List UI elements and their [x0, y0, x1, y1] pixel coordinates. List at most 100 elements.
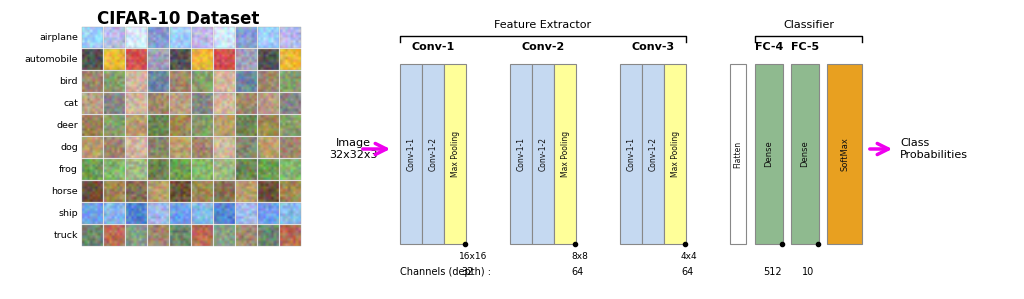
Text: Dense: Dense	[765, 141, 773, 167]
Bar	[104, 203, 125, 224]
Text: 64: 64	[682, 267, 694, 277]
Bar	[170, 71, 191, 92]
Bar	[104, 93, 125, 114]
Bar	[280, 71, 301, 92]
Bar	[126, 115, 147, 136]
Bar	[532, 64, 554, 244]
Bar	[642, 64, 664, 244]
Bar	[280, 115, 301, 136]
Text: Conv-1-2: Conv-1-2	[539, 137, 548, 171]
Bar	[258, 71, 279, 92]
Bar	[214, 203, 234, 224]
Bar	[82, 49, 103, 70]
Bar	[170, 115, 191, 136]
Bar	[236, 49, 257, 70]
Bar	[148, 49, 169, 70]
Bar	[193, 181, 213, 202]
Bar	[170, 93, 191, 114]
Bar	[554, 64, 575, 244]
Bar	[148, 27, 169, 48]
Bar	[126, 71, 147, 92]
Text: FC-4: FC-4	[755, 42, 783, 52]
Bar	[280, 137, 301, 158]
Bar	[104, 159, 125, 180]
Bar	[258, 27, 279, 48]
Bar	[664, 64, 686, 244]
Text: Image
32x32x3: Image 32x32x3	[329, 138, 377, 160]
Bar	[126, 159, 147, 180]
Bar	[280, 93, 301, 114]
Bar	[214, 49, 234, 70]
Bar	[258, 225, 279, 246]
Bar	[148, 71, 169, 92]
Bar	[170, 159, 191, 180]
Text: SoftMax: SoftMax	[840, 137, 849, 171]
Bar	[214, 181, 234, 202]
Bar	[170, 49, 191, 70]
Bar	[258, 159, 279, 180]
Bar	[82, 71, 103, 92]
Bar	[510, 64, 532, 244]
Bar	[82, 115, 103, 136]
Text: Feature Extractor: Feature Extractor	[495, 20, 592, 30]
Bar	[236, 93, 257, 114]
Text: Max Pooling: Max Pooling	[671, 131, 680, 177]
Bar	[236, 159, 257, 180]
Text: Conv-1-2: Conv-1-2	[648, 137, 657, 171]
Text: ship: ship	[58, 208, 78, 217]
Text: FC-5: FC-5	[791, 42, 819, 52]
Text: Class
Probabilities: Class Probabilities	[900, 138, 968, 160]
Bar	[422, 64, 444, 244]
Bar	[148, 225, 169, 246]
Text: Conv-1: Conv-1	[412, 42, 455, 52]
Bar	[193, 27, 213, 48]
Bar	[236, 71, 257, 92]
Bar	[193, 49, 213, 70]
Text: Flatten: Flatten	[733, 141, 742, 167]
Text: Conv-1-1: Conv-1-1	[407, 137, 416, 171]
Bar	[82, 203, 103, 224]
Bar	[214, 93, 234, 114]
Text: dog: dog	[60, 143, 78, 152]
Text: Conv-1-2: Conv-1-2	[428, 137, 437, 171]
Bar	[214, 115, 234, 136]
Bar	[827, 64, 862, 244]
Bar	[755, 64, 783, 244]
Bar	[104, 137, 125, 158]
Bar	[236, 115, 257, 136]
Bar	[126, 225, 147, 246]
Bar	[236, 203, 257, 224]
Bar	[148, 93, 169, 114]
Bar	[193, 71, 213, 92]
Bar	[170, 203, 191, 224]
Bar	[104, 27, 125, 48]
Bar	[214, 27, 234, 48]
Text: Conv-2: Conv-2	[521, 42, 564, 52]
Bar	[170, 27, 191, 48]
Text: cat: cat	[63, 98, 78, 108]
Text: Conv-1-1: Conv-1-1	[516, 137, 525, 171]
Bar	[258, 115, 279, 136]
Text: bird: bird	[59, 77, 78, 86]
Bar	[104, 49, 125, 70]
Bar	[193, 203, 213, 224]
Bar	[170, 181, 191, 202]
Bar	[236, 225, 257, 246]
Bar	[148, 115, 169, 136]
Bar	[104, 115, 125, 136]
Bar	[730, 64, 746, 244]
Bar	[258, 93, 279, 114]
Bar	[170, 225, 191, 246]
Bar	[236, 181, 257, 202]
Bar	[258, 137, 279, 158]
Text: Conv-3: Conv-3	[632, 42, 675, 52]
Bar	[400, 64, 422, 244]
Text: frog: frog	[59, 164, 78, 173]
Bar	[258, 49, 279, 70]
Bar	[214, 159, 234, 180]
Bar	[148, 203, 169, 224]
Bar	[104, 71, 125, 92]
Bar	[82, 225, 103, 246]
Bar	[82, 27, 103, 48]
Bar	[82, 181, 103, 202]
